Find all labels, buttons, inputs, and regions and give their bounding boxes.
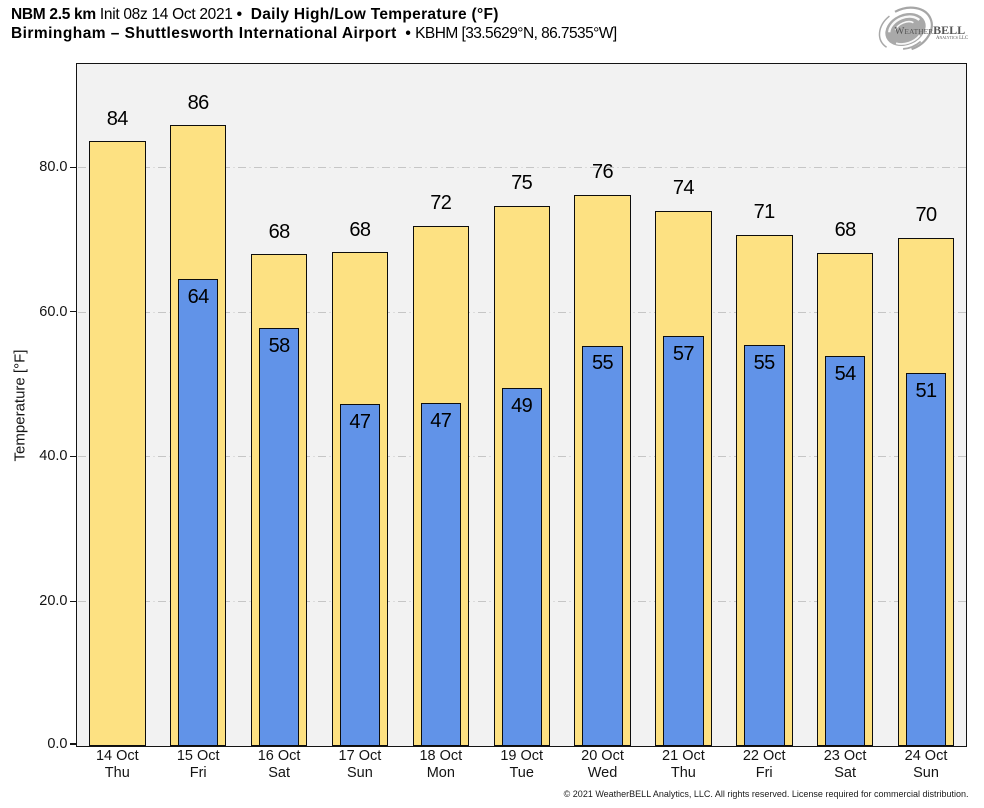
svg-text:WEATHERBELL: WEATHERBELL <box>895 23 966 37</box>
svg-text:ANALYTICS LLC: ANALYTICS LLC <box>936 36 968 41</box>
